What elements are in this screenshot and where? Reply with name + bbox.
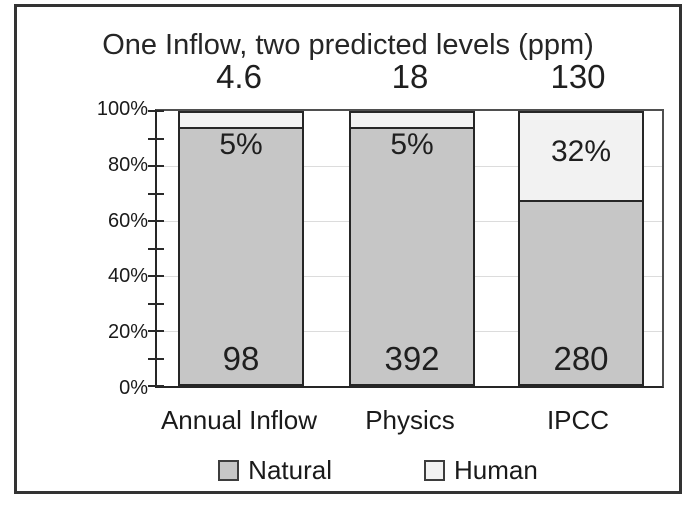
- y-axis-tick-label: 60%: [107, 209, 148, 232]
- legend: Natural Human: [77, 455, 679, 485]
- y-axis-tick-label: 20%: [107, 321, 148, 344]
- human-percent-label: 5%: [390, 128, 434, 161]
- human-percent-label: 5%: [219, 128, 263, 161]
- y-axis-tick: [148, 385, 164, 387]
- y-axis-tick-label: 100%: [96, 98, 148, 120]
- y-axis-tick: [148, 192, 164, 195]
- y-axis-tick: [148, 330, 164, 332]
- category-label-physics: Physics: [365, 405, 455, 435]
- category-label-annual-inflow: Annual Inflow: [160, 405, 318, 435]
- y-axis-tick: [148, 137, 164, 140]
- plot-area: 5% 98 5% 392 32% 280: [148, 109, 664, 388]
- chart-figure: One Inflow, two predicted levels (ppm) 4…: [14, 4, 682, 494]
- y-axis-tick-label: 80%: [107, 153, 148, 176]
- segment-human: [180, 113, 302, 127]
- bar-top-annotation: 18: [391, 58, 429, 95]
- legend-swatch-natural: [218, 459, 240, 481]
- legend-label-human: Human: [454, 455, 538, 485]
- segment-natural: [351, 126, 473, 384]
- natural-value-label: 280: [553, 340, 609, 377]
- segment-human: [351, 113, 473, 127]
- y-axis-labels: 100% 80% 60% 40% 20% 0%: [17, 98, 148, 399]
- category-label-ipcc: IPCC: [546, 405, 610, 435]
- y-axis-tick: [148, 247, 164, 250]
- legend-item-natural: Natural: [218, 455, 332, 485]
- natural-value-label: 392: [384, 340, 440, 377]
- y-axis-tick: [148, 302, 164, 305]
- chart-title: One Inflow, two predicted levels (ppm): [102, 29, 594, 61]
- y-axis-tick-label: 40%: [107, 265, 148, 288]
- y-axis-tick: [148, 165, 164, 167]
- legend-item-human: Human: [424, 455, 538, 485]
- legend-swatch-human: [424, 459, 445, 481]
- y-axis-tick: [148, 357, 164, 360]
- natural-value-label: 98: [222, 340, 260, 377]
- bar-physics: 5% 392: [349, 111, 475, 386]
- legend-label-natural: Natural: [248, 455, 332, 485]
- segment-human: [520, 113, 642, 200]
- bar-annual-inflow: 5% 98: [178, 111, 304, 386]
- y-axis-tick: [148, 220, 164, 222]
- bar-top-annotation: 130: [550, 58, 606, 95]
- human-percent-label: 32%: [550, 135, 612, 168]
- segment-natural: [520, 199, 642, 384]
- bar-ipcc: 32% 280: [518, 111, 644, 386]
- y-axis-tick: [148, 110, 164, 112]
- y-axis-tick: [148, 275, 164, 277]
- segment-natural: [180, 126, 302, 384]
- bar-top-annotation: 4.6: [216, 58, 262, 95]
- y-axis-tick-label: 0%: [119, 377, 148, 399]
